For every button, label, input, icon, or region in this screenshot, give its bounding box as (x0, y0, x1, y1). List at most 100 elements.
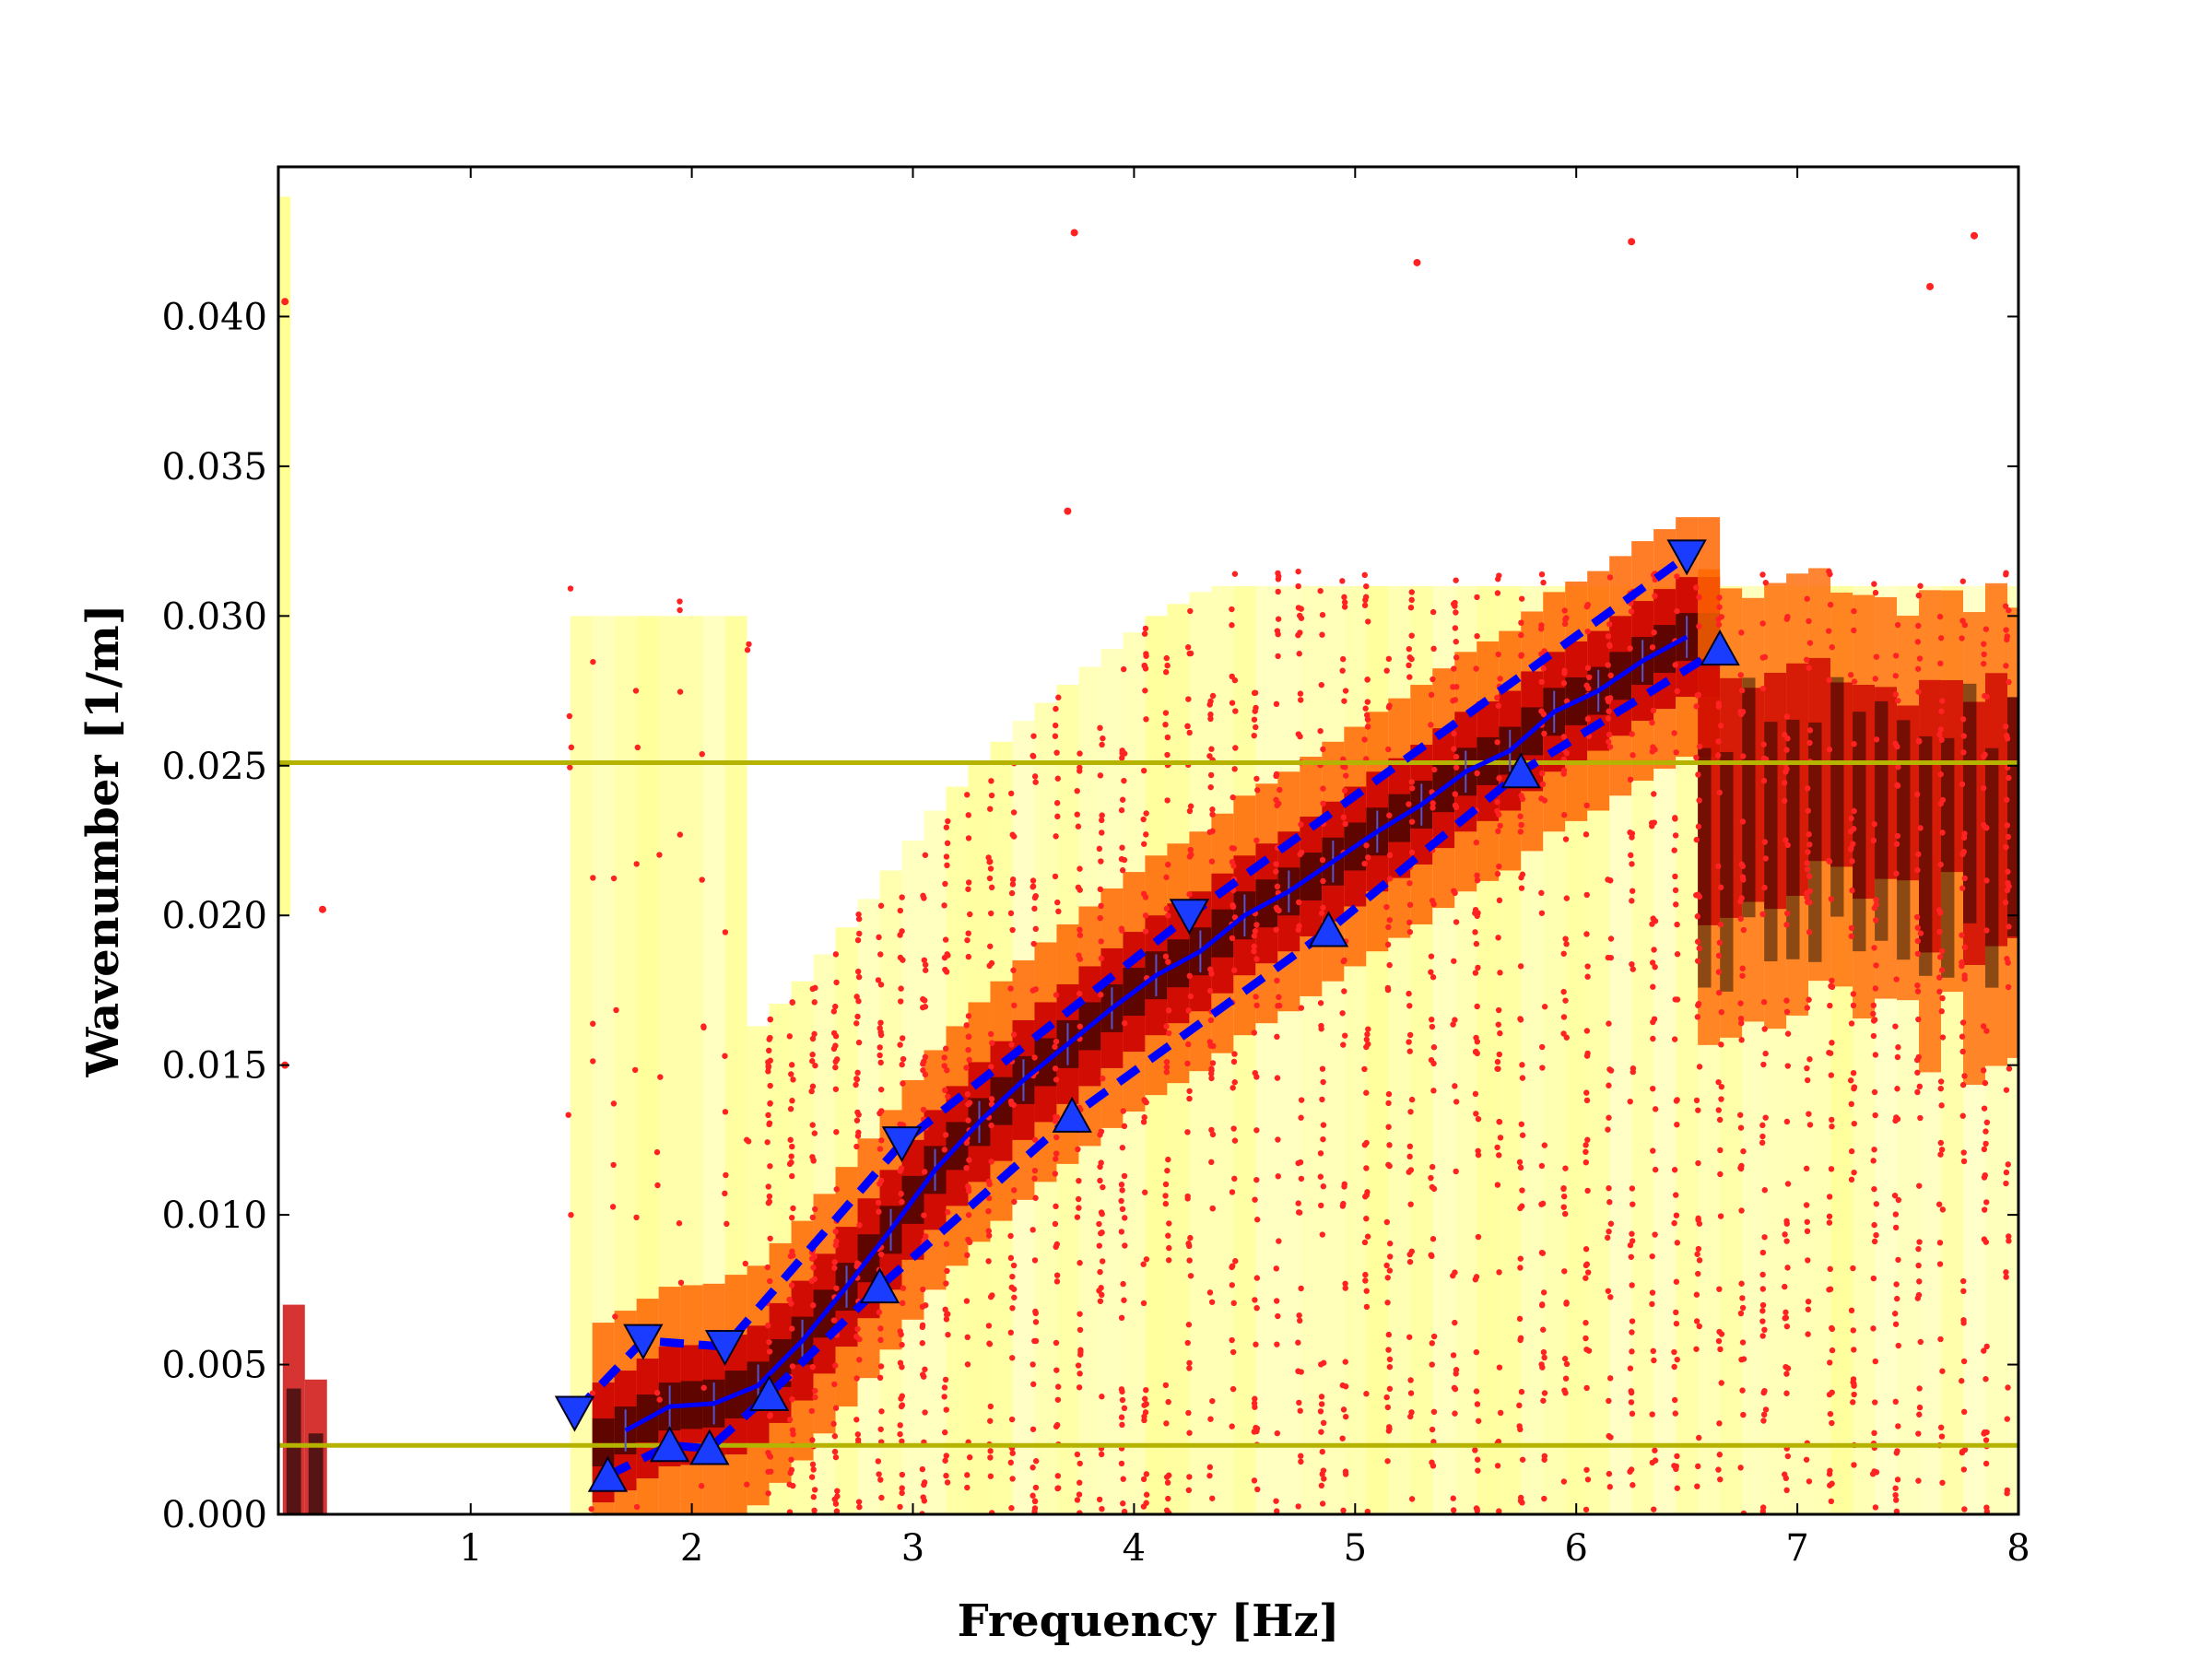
scatter-point (1229, 622, 1235, 629)
scatter-point (944, 1479, 951, 1486)
scatter-point (765, 1468, 771, 1476)
scatter-point (1695, 1245, 1702, 1253)
scatter-point (1342, 688, 1349, 694)
scatter-point (567, 764, 573, 771)
scatter-point (1760, 741, 1767, 747)
scatter-point (1806, 640, 1814, 646)
scatter-point (853, 1081, 859, 1088)
scatter-point (1074, 1451, 1081, 1458)
scatter-point (1430, 900, 1437, 908)
scatter-point (1098, 938, 1104, 945)
scatter-point (1850, 1069, 1857, 1077)
scatter-point (1825, 628, 1832, 634)
scatter-point (1342, 764, 1348, 771)
scatter-point (1806, 996, 1812, 1003)
scatter-point (1873, 736, 1880, 743)
scatter-point (1297, 1407, 1303, 1414)
scatter-point (964, 1334, 971, 1341)
scatter-point (1584, 601, 1592, 608)
scatter-point (1209, 1495, 1216, 1501)
scatter-point (677, 688, 684, 695)
scatter-point (1518, 619, 1524, 626)
scatter-point (1871, 1147, 1877, 1153)
scatter-point (1605, 877, 1611, 883)
scatter-point (1761, 884, 1768, 891)
scatter-point (1959, 962, 1965, 970)
scatter-point (1031, 1167, 1039, 1174)
scatter-point (985, 854, 992, 861)
scatter-point (1497, 1409, 1504, 1417)
scatter-point (1186, 807, 1194, 815)
scatter-point (1054, 1383, 1062, 1390)
scatter-point (1011, 1187, 1018, 1194)
scatter-point (1959, 1081, 1967, 1088)
scatter-point (1318, 1026, 1324, 1032)
scatter-point (1298, 697, 1304, 703)
scatter-point (699, 877, 705, 883)
scatter-point (1891, 1311, 1899, 1317)
scatter-point (1208, 1075, 1215, 1082)
scatter-point (899, 1393, 905, 1399)
scatter-point (1385, 1090, 1393, 1098)
scatter-point (1053, 1038, 1060, 1045)
scatter-point (1273, 1265, 1279, 1272)
scatter-point (1718, 614, 1725, 620)
scatter-point (1870, 1010, 1877, 1018)
scatter-point (1917, 825, 1924, 831)
scatter-point (1674, 1240, 1681, 1246)
scatter-point (1847, 1077, 1854, 1084)
scatter-point (1649, 959, 1656, 966)
upper-bound-line (571, 552, 1689, 1416)
scatter-point (789, 1143, 795, 1150)
scatter-point (985, 1232, 993, 1239)
scatter-point (1959, 578, 1967, 584)
scatter-point (1959, 1448, 1966, 1455)
scatter-point (1851, 1347, 1857, 1353)
scatter-point (1010, 1031, 1018, 1038)
scatter-point (877, 1336, 884, 1344)
scatter-point (1981, 1105, 1988, 1112)
scatter-point (1318, 910, 1325, 917)
scatter-point (987, 1473, 994, 1479)
scatter-point (1895, 764, 1901, 771)
scatter-point (922, 1409, 928, 1416)
scatter-point (1032, 1337, 1040, 1345)
scatter-point (1715, 738, 1722, 745)
scatter-point (963, 1022, 970, 1029)
scatter-point (1143, 1256, 1150, 1263)
scatter-point (1008, 1284, 1015, 1291)
scatter-point (653, 1148, 661, 1156)
scatter-point (1074, 787, 1080, 794)
scatter-point (1983, 927, 1990, 934)
scatter-point (1981, 1206, 1988, 1213)
scatter-point (1895, 1044, 1901, 1051)
scatter-point (2006, 924, 2012, 930)
scatter-point (1274, 1430, 1281, 1437)
scatter-point (1959, 885, 1966, 891)
scatter-point (1517, 1255, 1524, 1262)
scatter-point (1805, 807, 1811, 814)
scatter-point (786, 1417, 794, 1423)
scatter-point (1452, 1083, 1458, 1089)
scatter-point (1873, 897, 1879, 903)
scatter-point (899, 1364, 905, 1371)
scatter-point (1650, 983, 1656, 990)
scatter-point (856, 1503, 863, 1511)
scatter-point (877, 1059, 884, 1066)
scatter-point (1009, 1450, 1016, 1456)
scatter-point (1406, 1143, 1414, 1150)
scatter-point (1939, 994, 1946, 1002)
scatter-point (1295, 926, 1301, 933)
scatter-point (1317, 1150, 1324, 1157)
scatter-point (1517, 1017, 1524, 1023)
scatter-point (1473, 665, 1479, 672)
scatter-point (877, 982, 885, 988)
scatter-point (1185, 1487, 1193, 1494)
x-tick-label: 6 (1564, 1527, 1587, 1570)
scatter-point (1251, 732, 1257, 739)
scatter-point (808, 1088, 815, 1095)
scatter-point (855, 973, 863, 981)
scatter-point (966, 1157, 972, 1163)
scatter-point (1165, 1030, 1172, 1037)
scatter-point (942, 966, 948, 973)
